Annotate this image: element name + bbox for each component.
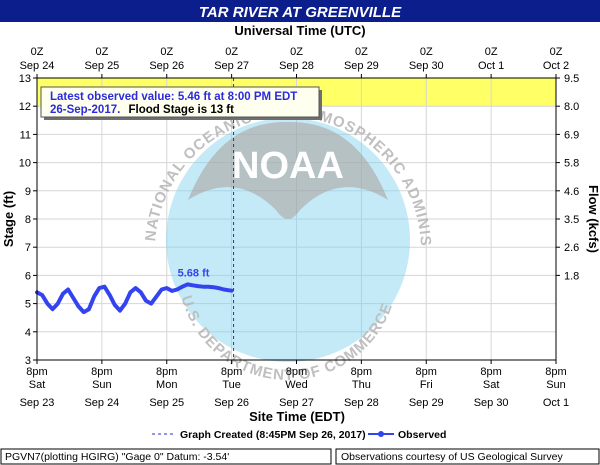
flow-tick-label: 6.9: [564, 129, 579, 141]
stage-tick-label: 8: [25, 214, 31, 226]
noaa-logo-text: NOAA: [232, 145, 344, 187]
latest-observed-date: 26-Sep-2017.: [50, 104, 120, 116]
date-tick-label: Sep 23: [20, 397, 55, 409]
stage-tick-label: 9: [25, 186, 31, 198]
day-tick-label: Wed: [285, 379, 307, 391]
utc-date-label: Sep 25: [84, 60, 119, 72]
date-tick-label: Oct 1: [543, 397, 569, 409]
stage-tick-label: 5: [25, 299, 31, 311]
time-tick-label: 8pm: [91, 366, 112, 378]
flow-tick-label: 8.0: [564, 101, 579, 113]
utc-date-label: Sep 29: [344, 60, 379, 72]
utc-date-label: Sep 26: [149, 60, 184, 72]
utc-date-label: Sep 24: [20, 60, 55, 72]
date-tick-label: Sep 30: [474, 397, 509, 409]
flow-tick-label: 2.6: [564, 242, 579, 254]
stage-tick-label: 12: [19, 101, 31, 113]
flow-tick-label: 5.8: [564, 158, 579, 170]
utc-axis-title: Universal Time (UTC): [234, 23, 365, 38]
utc-time-label: 0Z: [485, 46, 498, 58]
y2-axis-title: Flow (kcfs): [586, 185, 600, 253]
utc-date-label: Sep 27: [214, 60, 249, 72]
site-id-text: PGVN7(plotting HGIRG) "Gage 0" Datum: -3…: [5, 451, 229, 463]
day-tick-label: Fri: [420, 379, 433, 391]
date-tick-label: Sep 26: [214, 397, 249, 409]
time-tick-label: 8pm: [221, 366, 242, 378]
stage-tick-label: 10: [19, 158, 31, 170]
day-tick-label: Tue: [222, 379, 241, 391]
stage-tick-label: 4: [25, 327, 31, 339]
stage-tick-label: 11: [20, 129, 31, 141]
time-tick-label: 8pm: [416, 366, 437, 378]
date-tick-label: Sep 25: [149, 397, 184, 409]
day-tick-label: Sun: [546, 379, 566, 391]
stage-tick-labels: 3 4 5 6 7 8 9 10 11 12 13: [19, 73, 37, 367]
utc-time-label: 0Z: [225, 46, 238, 58]
day-tick-label: Mon: [156, 379, 177, 391]
credit-box: [335, 448, 600, 465]
utc-date-label: Sep 28: [279, 60, 314, 72]
time-tick-label: 8pm: [480, 366, 501, 378]
stage-tick-label: 3: [25, 355, 31, 367]
latest-observed-box: [40, 86, 320, 118]
time-tick-label: 8pm: [351, 366, 372, 378]
credit-text: Observations courtesy of US Geological S…: [341, 451, 564, 463]
legend-graph-created: Graph Created (8:45PM Sep 26, 2017): [180, 429, 366, 441]
stage-tick-label: 13: [19, 73, 31, 85]
flow-tick-label: 1.8: [564, 270, 579, 282]
utc-date-label: Sep 30: [409, 60, 444, 72]
flood-stage-text: Flood Stage is 13 ft: [129, 104, 235, 116]
time-tick-label: 8pm: [286, 366, 307, 378]
utc-time-label: 0Z: [160, 46, 173, 58]
svg-text:26-Sep-2017. Flood Stage i: 26-Sep-2017. Flood Stage is 13 ft: [50, 104, 234, 116]
utc-time-label: 0Z: [31, 46, 44, 58]
utc-date-label: Oct 2: [543, 60, 569, 72]
date-tick-label: Sep 27: [279, 397, 314, 409]
time-tick-label: 8pm: [26, 366, 47, 378]
x-axis-title: Site Time (EDT): [249, 409, 345, 424]
legend-observed: Observed: [398, 429, 446, 441]
date-tick-label: Sep 29: [409, 397, 444, 409]
peak-value-label: 5.68 ft: [178, 267, 210, 279]
time-tick-label: 8pm: [156, 366, 177, 378]
utc-time-label: 0Z: [95, 46, 108, 58]
day-tick-label: Sun: [92, 379, 112, 391]
flow-tick-labels: 9.5 8.0 6.9 5.8 4.6 3.5 2.6 1.8: [556, 73, 579, 282]
day-tick-label: Sat: [29, 379, 46, 391]
y-axis-title: Stage (ft): [1, 191, 16, 247]
utc-time-label: 0Z: [355, 46, 368, 58]
utc-time-label: 0Z: [420, 46, 433, 58]
stage-tick-label: 7: [25, 242, 31, 254]
observed-series: [35, 282, 234, 315]
utc-time-label: 0Z: [550, 46, 563, 58]
flow-tick-label: 9.5: [564, 73, 579, 85]
date-tick-label: Sep 28: [344, 397, 379, 409]
day-tick-label: Thu: [352, 379, 371, 391]
chart-title: TAR RIVER AT GREENVILLE: [199, 4, 402, 21]
latest-observed-text: Latest observed value: 5.46 ft at 8:00 P…: [50, 91, 297, 103]
day-tick-label: Sat: [483, 379, 500, 391]
stage-tick-label: 6: [25, 270, 31, 282]
site-id-box: [0, 448, 332, 465]
legend: Graph Created (8:45PM Sep 26, 2017) Obse…: [152, 429, 446, 441]
utc-time-label: 0Z: [290, 46, 303, 58]
time-tick-label: 8pm: [545, 366, 566, 378]
date-tick-label: Sep 24: [84, 397, 119, 409]
title-bar: [0, 0, 600, 22]
utc-tick-labels: 0Z Sep 24 0Z Sep 25 0Z Sep 26 0Z Sep 27 0Z Sep 28…: [20, 46, 569, 78]
flow-tick-label: 4.6: [564, 186, 579, 198]
flow-tick-label: 3.5: [564, 214, 579, 226]
utc-date-label: Oct 1: [478, 60, 504, 72]
